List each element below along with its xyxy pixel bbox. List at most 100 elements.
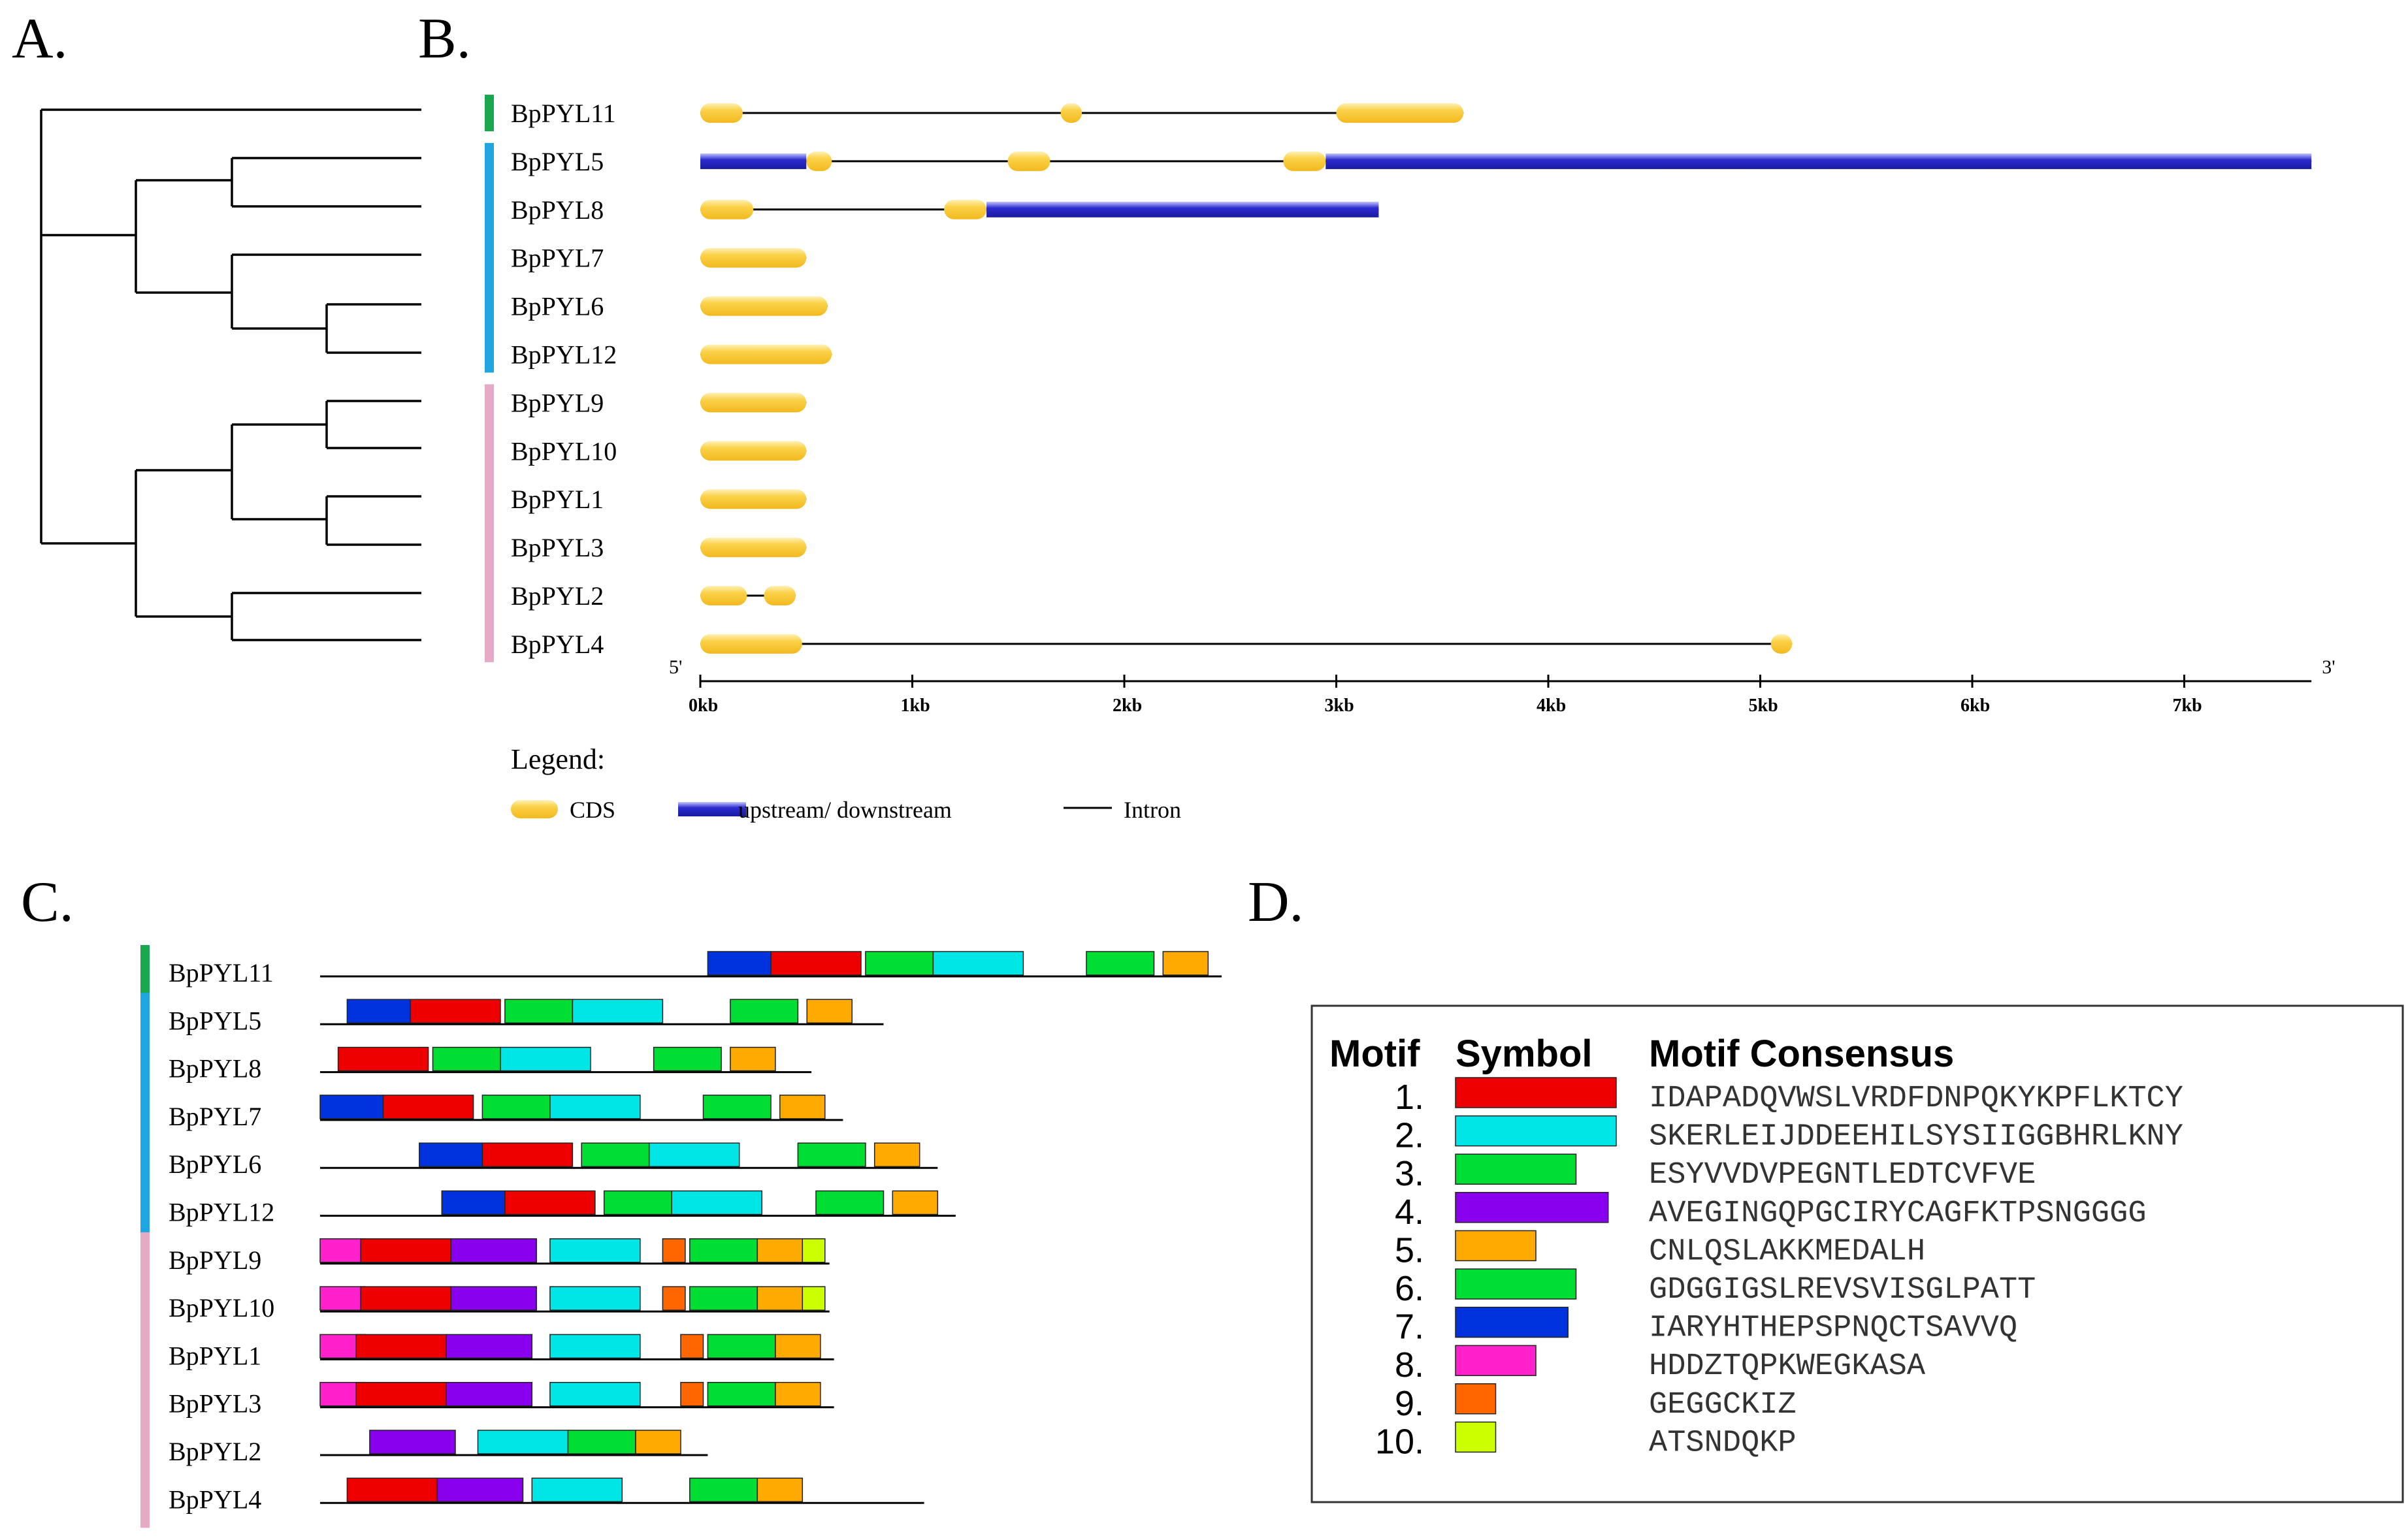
motif-symbol-4 <box>1455 1192 1609 1223</box>
motif-2-box <box>549 1286 641 1311</box>
gene-label-b: BpPYL1 <box>511 485 604 514</box>
motif-1-box <box>355 1334 447 1359</box>
kb-tick-label: 4kb <box>1537 696 1566 716</box>
legend-utr-label: upstream/ downstream <box>738 797 952 823</box>
cds-segment <box>700 296 828 316</box>
gene-label-c: BpPYL3 <box>169 1389 261 1419</box>
kb-tick-label: 3kb <box>1325 696 1354 716</box>
gene-label-c: BpPYL10 <box>169 1293 274 1323</box>
motif-symbol-3 <box>1455 1153 1577 1185</box>
gene-label-b: BpPYL2 <box>511 581 604 611</box>
cds-segment <box>700 537 807 558</box>
motif-number: 9. <box>1395 1384 1424 1423</box>
group-bar-b-2 <box>485 384 494 662</box>
group-bar-b-0 <box>485 95 494 131</box>
motif-3-box <box>1086 951 1155 976</box>
cds-segment <box>700 393 807 413</box>
motif-3-box <box>603 1190 672 1215</box>
motif-3-box <box>653 1046 722 1072</box>
cds-segment <box>1770 634 1793 654</box>
motif-number: 5. <box>1395 1230 1424 1270</box>
legend-utr-swatch <box>678 802 746 816</box>
motif-2-box <box>549 1334 641 1359</box>
motif-number: 4. <box>1395 1193 1424 1232</box>
gene-label-b: BpPYL5 <box>511 147 604 176</box>
cds-segment <box>764 586 796 605</box>
motif-5-box <box>757 1238 804 1263</box>
motif-2-box <box>549 1381 641 1407</box>
motif-2-box <box>671 1190 762 1215</box>
motif-7-box <box>707 951 772 976</box>
group-bar-c-2 <box>140 1232 150 1528</box>
motif-10-box <box>802 1238 826 1263</box>
motif-consensus: ESYVVDVPEGNTLEDTCVFVE <box>1649 1158 2036 1193</box>
gene-label-c: BpPYL7 <box>169 1102 261 1131</box>
motif-number: 1. <box>1395 1078 1424 1117</box>
cds-segment <box>700 248 807 268</box>
motif-4-box <box>436 1477 524 1503</box>
motif-3-box <box>707 1381 776 1407</box>
kb-tick-label: 7kb <box>2173 696 2202 716</box>
motif-5-box <box>635 1430 681 1454</box>
motif-table-border <box>1310 1004 2404 1503</box>
legend-intron-label: Intron <box>1124 797 1181 823</box>
motif-2-box <box>572 999 664 1024</box>
motif-4-box <box>369 1430 456 1454</box>
motif-5-box <box>730 1046 776 1072</box>
motif-consensus: IDAPADQVWSLVRDFDNPQKYKPFLKTCY <box>1649 1082 2183 1116</box>
motif-table-header-motif: Motif <box>1329 1033 1420 1075</box>
axis-3prime-label: 3' <box>2322 656 2335 678</box>
motif-3-box <box>702 1095 772 1119</box>
cds-segment <box>700 199 754 219</box>
gene-label-b: BpPYL8 <box>511 195 604 225</box>
motif-4-box <box>446 1381 533 1407</box>
motif-number: 7. <box>1395 1307 1424 1347</box>
group-bar-c-1 <box>140 993 150 1241</box>
gene-label-c: BpPYL12 <box>169 1198 274 1227</box>
gene-label-c: BpPYL6 <box>169 1149 261 1179</box>
group-bar-c-0 <box>140 945 150 1001</box>
motif-table-panel: Motif Symbol Motif Consensus 1. IDAPADQVW… <box>1310 1004 2404 1503</box>
motif-7-box <box>441 1190 506 1215</box>
motif-5-box <box>757 1477 804 1503</box>
motif-2-box <box>648 1142 740 1167</box>
motif-4-box <box>450 1286 537 1311</box>
panel-label-d: D. <box>1248 871 1304 934</box>
motif-5-box <box>757 1286 804 1311</box>
motif-table-rows: 1. IDAPADQVWSLVRDFDNPQKYKPFLKTCY 2. SKERLEI… <box>1375 1077 2183 1461</box>
cds-segment <box>700 103 743 123</box>
motif-symbol-7 <box>1455 1306 1569 1338</box>
gene-label-b: BpPYL7 <box>511 244 604 273</box>
motif-10-box <box>802 1286 826 1311</box>
motif-5-box <box>873 1142 920 1167</box>
motif-9-box <box>680 1334 704 1359</box>
kb-tick-label: 6kb <box>1961 696 1990 716</box>
motif-2-box <box>500 1046 591 1072</box>
motif-3-box <box>689 1286 758 1311</box>
motif-9-box <box>662 1238 686 1263</box>
motif-symbol-1 <box>1455 1077 1617 1108</box>
motif-9-box <box>662 1286 686 1311</box>
motif-symbol-6 <box>1455 1268 1577 1300</box>
motif-consensus: GEGGCKIZ <box>1649 1388 1797 1422</box>
gene-label-b: BpPYL3 <box>511 533 604 562</box>
motif-1-box <box>360 1238 451 1263</box>
motif-1-box <box>770 951 862 976</box>
motif-8-box <box>319 1286 366 1311</box>
kb-tick-label: 0kb <box>689 696 718 716</box>
motif-consensus: SKERLEIJDDEEHILSYSIIGGBHRLKNY <box>1649 1120 2183 1155</box>
cds-segment <box>806 151 832 171</box>
motif-5-box <box>779 1095 826 1119</box>
gene-label-c: BpPYL11 <box>169 958 274 987</box>
motif-1-box <box>410 999 501 1024</box>
motif-1-box <box>355 1381 447 1407</box>
group-bar-b-1 <box>485 142 494 373</box>
motif-3-box <box>567 1430 636 1454</box>
motif-number: 10. <box>1375 1422 1424 1461</box>
motif-3-box <box>432 1046 501 1072</box>
gene-label-c: BpPYL9 <box>169 1245 261 1275</box>
cds-segment <box>1060 103 1082 123</box>
motif-5-box <box>892 1190 939 1215</box>
cds-segment <box>700 489 807 509</box>
